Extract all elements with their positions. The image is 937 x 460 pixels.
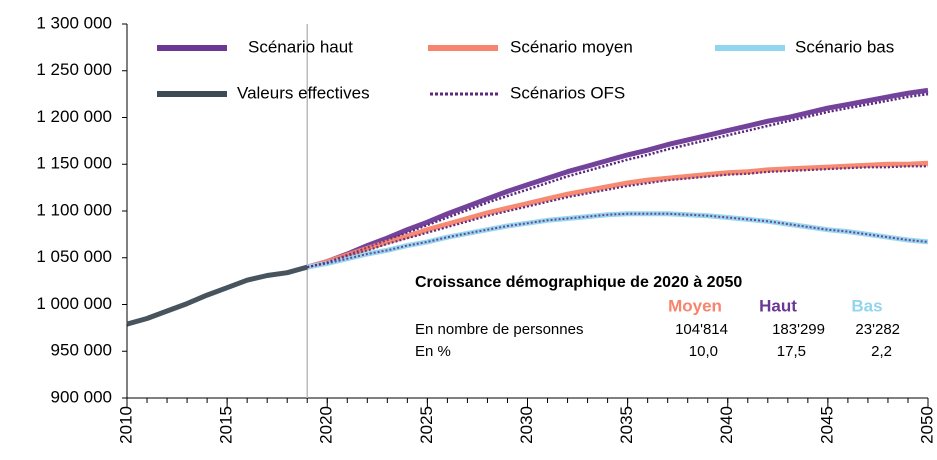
reference-line-overlay	[306, 165, 928, 269]
x-tick-label: 2020	[317, 406, 336, 444]
annotation-column: Moyen	[668, 296, 722, 315]
annotation-cell: 17,5	[777, 343, 806, 360]
x-tick-label: 2015	[217, 406, 236, 444]
x-tick-label: 2030	[517, 406, 536, 444]
y-tick-label: 1 250 000	[36, 60, 112, 79]
legend-label: Scénario bas	[795, 37, 894, 56]
x-tick-label: 2050	[917, 406, 936, 444]
series-line	[306, 160, 929, 270]
reference-line-overlay	[307, 212, 929, 269]
annotation-title: Croissance démographique de 2020 à 2050	[415, 274, 742, 291]
annotation-row-label: En nombre de personnes	[415, 321, 583, 338]
x-tick-label: 2010	[116, 406, 135, 444]
annotation-column: Haut	[759, 296, 797, 315]
y-tick-label: 1 000 000	[36, 294, 112, 313]
annotation-cell: 104'814	[675, 321, 728, 338]
y-tick-label: 1 050 000	[36, 247, 112, 266]
annotation-cell: 23'282	[855, 321, 900, 338]
series-line	[306, 87, 929, 270]
y-tick-label: 1 300 000	[36, 13, 112, 32]
y-tick-label: 900 000	[51, 387, 112, 406]
y-tick-label: 1 100 000	[36, 200, 112, 219]
x-tick-label: 2045	[817, 406, 836, 444]
y-tick-label: 950 000	[51, 341, 112, 360]
annotation-cell: 183'299	[772, 321, 825, 338]
legend-label: Scénarios OFS	[510, 83, 625, 102]
annotation-row-label: En %	[415, 343, 451, 360]
reference-line-overlay	[306, 93, 929, 269]
series-line	[126, 264, 308, 327]
x-tick-label: 2025	[417, 406, 436, 444]
legend-label: Valeurs effectives	[237, 83, 370, 102]
annotation-column: Bas	[851, 296, 882, 315]
x-tick-label: 2035	[617, 406, 636, 444]
legend-label: Scénario haut	[248, 37, 353, 56]
x-tick-label: 2040	[717, 406, 736, 444]
legend-label: Scénario moyen	[510, 37, 633, 56]
annotation-cell: 2,2	[871, 343, 892, 360]
y-tick-label: 1 150 000	[36, 154, 112, 173]
annotation-cell: 10,0	[689, 343, 718, 360]
y-tick-label: 1 200 000	[36, 107, 112, 126]
